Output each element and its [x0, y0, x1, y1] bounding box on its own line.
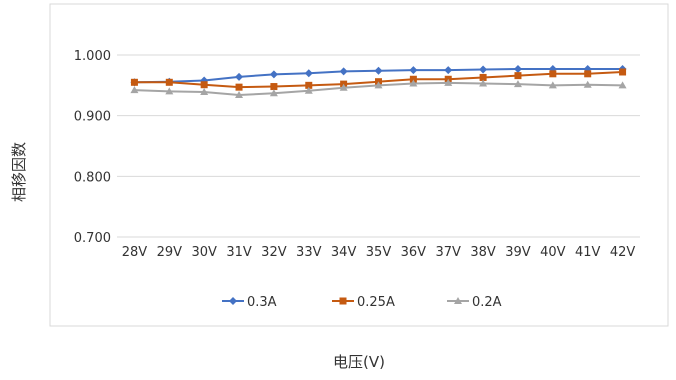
legend-label: 0.3A	[247, 295, 277, 310]
grid-layer	[117, 54, 640, 238]
x-tick-label: 39V	[505, 245, 531, 260]
x-tick-label: 33V	[296, 245, 322, 260]
y-tick-label: 1.000	[74, 49, 111, 64]
data-point	[270, 83, 278, 91]
data-point	[304, 69, 313, 78]
data-point	[548, 81, 557, 89]
data-point	[444, 78, 453, 86]
data-point	[235, 72, 244, 81]
data-point	[479, 65, 488, 74]
data-point	[269, 70, 278, 79]
data-point	[549, 70, 557, 78]
data-point	[409, 66, 418, 75]
data-point	[165, 87, 174, 95]
series-layer	[130, 64, 627, 99]
legend-entry: 0.2A	[447, 295, 502, 310]
data-point	[235, 83, 243, 91]
legend-marker	[339, 297, 347, 305]
x-tick-label: 36V	[401, 245, 427, 260]
x-tick-label: 38V	[470, 245, 496, 260]
legend-label: 0.25A	[357, 295, 395, 310]
data-point	[409, 79, 418, 87]
data-point	[513, 80, 522, 88]
x-tick-label: 34V	[331, 245, 357, 260]
legend-entry: 0.25A	[332, 295, 395, 310]
x-tick-label: 30V	[191, 245, 217, 260]
y-tick-label: 0.800	[74, 170, 111, 185]
data-point	[130, 78, 138, 86]
y-axis-label: 相移因数	[10, 142, 28, 202]
data-point	[513, 64, 522, 73]
legend-marker	[454, 297, 462, 304]
data-point	[339, 83, 348, 91]
y-tick-label: 0.900	[74, 110, 111, 125]
x-tick-labels: 28V 29V 30V 31V 32V 33V 34V 35V 36V 37V 38V 39V 40V 4…	[122, 245, 636, 260]
x-tick-label: 35V	[366, 245, 392, 260]
data-point	[619, 68, 627, 76]
x-tick-label: 28V	[122, 245, 148, 260]
x-tick-label: 32V	[261, 245, 287, 260]
data-point	[583, 80, 592, 88]
x-tick-label: 37V	[436, 245, 462, 260]
data-point	[200, 81, 208, 89]
data-point	[165, 78, 173, 86]
data-point	[479, 73, 487, 81]
y-tick-labels: 0.700 0.800 0.900 1.000	[74, 49, 111, 246]
data-point	[409, 75, 417, 83]
data-point	[444, 66, 453, 75]
x-tick-label: 40V	[540, 245, 566, 260]
data-point	[339, 67, 348, 76]
data-point	[304, 86, 313, 94]
x-tick-label: 42V	[610, 245, 636, 260]
chart-frame	[49, 3, 669, 327]
data-point	[584, 70, 592, 78]
data-point	[130, 86, 139, 94]
y-tick-label: 0.700	[74, 231, 111, 246]
series-0.2A	[130, 78, 627, 99]
x-tick-label: 31V	[226, 245, 252, 260]
data-point	[269, 89, 278, 97]
x-tick-label: 29V	[157, 245, 183, 260]
data-point	[305, 81, 313, 89]
data-point	[374, 81, 383, 89]
legend: 0.3A 0.25A 0.2A	[222, 295, 502, 310]
legend-marker	[229, 297, 237, 305]
data-point	[479, 79, 488, 87]
data-point	[235, 91, 244, 99]
data-point	[514, 72, 522, 80]
x-axis-label: 电压(V)	[333, 353, 385, 371]
data-point	[374, 66, 383, 75]
data-point	[618, 81, 627, 89]
x-tick-label: 41V	[575, 245, 601, 260]
data-point	[200, 88, 209, 96]
legend-label: 0.2A	[472, 295, 502, 310]
legend-entry: 0.3A	[222, 295, 277, 310]
